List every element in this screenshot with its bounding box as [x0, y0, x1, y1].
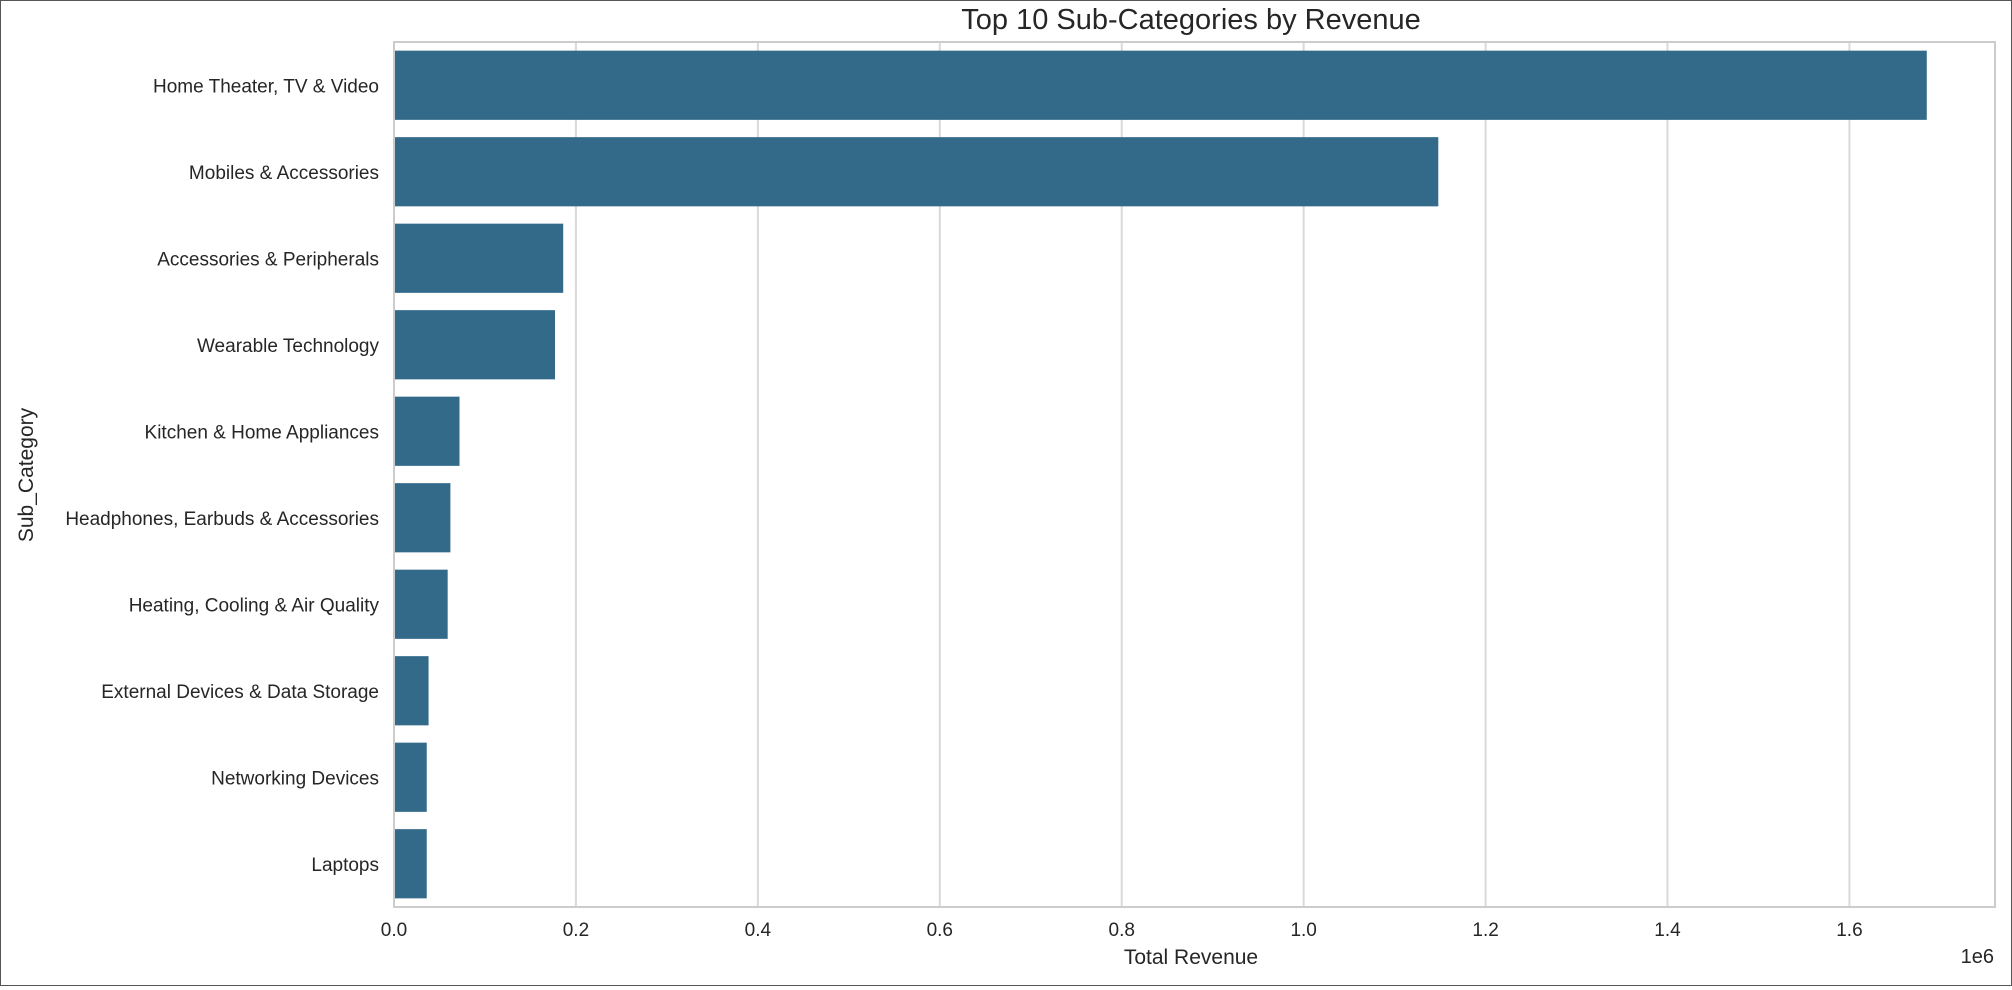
- bar: [394, 656, 429, 726]
- x-axis-label: Total Revenue: [1124, 946, 1258, 969]
- x-tick-label: 0.0: [381, 920, 407, 941]
- bar: [394, 742, 427, 812]
- bars: [394, 50, 1927, 899]
- x-tick-label: 1.6: [1836, 920, 1862, 941]
- x-axis-offset-label: 1e6: [1961, 946, 1994, 968]
- bar: [394, 223, 564, 293]
- bar: [394, 310, 556, 380]
- x-tick-label: 1.4: [1654, 920, 1681, 941]
- x-tick-label: 1.2: [1472, 920, 1498, 941]
- y-tick-label: Networking Devices: [211, 768, 379, 789]
- bar: [394, 569, 448, 639]
- plot-border: [393, 41, 1996, 908]
- bar: [394, 137, 1439, 207]
- x-tick-label: 1.0: [1290, 920, 1316, 941]
- y-tick-label: Home Theater, TV & Video: [153, 76, 379, 97]
- x-tick-label: 0.6: [927, 920, 953, 941]
- bar: [394, 396, 460, 466]
- y-tick-label: Kitchen & Home Appliances: [145, 422, 379, 443]
- x-tick-labels: 0.0 0.2 0.4 0.6 0.8 1.0 1.2 1.4 1.6: [381, 920, 1863, 941]
- y-tick-label: External Devices & Data Storage: [101, 682, 379, 703]
- y-axis-label: Sub_Category: [15, 407, 38, 542]
- y-tick-label: Laptops: [311, 855, 379, 876]
- y-tick-label: Accessories & Peripherals: [157, 249, 379, 270]
- x-tick-label: 0.8: [1109, 920, 1135, 941]
- bar: [394, 483, 451, 553]
- x-tick-label: 0.4: [745, 920, 772, 941]
- x-tick-label: 0.2: [563, 920, 589, 941]
- y-tick-label: Heating, Cooling & Air Quality: [129, 595, 380, 616]
- bar: [394, 50, 1927, 120]
- y-tick-labels: Home Theater, TV & Video Mobiles & Access…: [65, 76, 379, 876]
- y-tick-label: Headphones, Earbuds & Accessories: [65, 509, 379, 530]
- chart-title: Top 10 Sub-Categories by Revenue: [961, 4, 1420, 36]
- y-tick-label: Wearable Technology: [197, 336, 380, 357]
- bar: [394, 829, 427, 899]
- y-tick-label: Mobiles & Accessories: [189, 163, 379, 184]
